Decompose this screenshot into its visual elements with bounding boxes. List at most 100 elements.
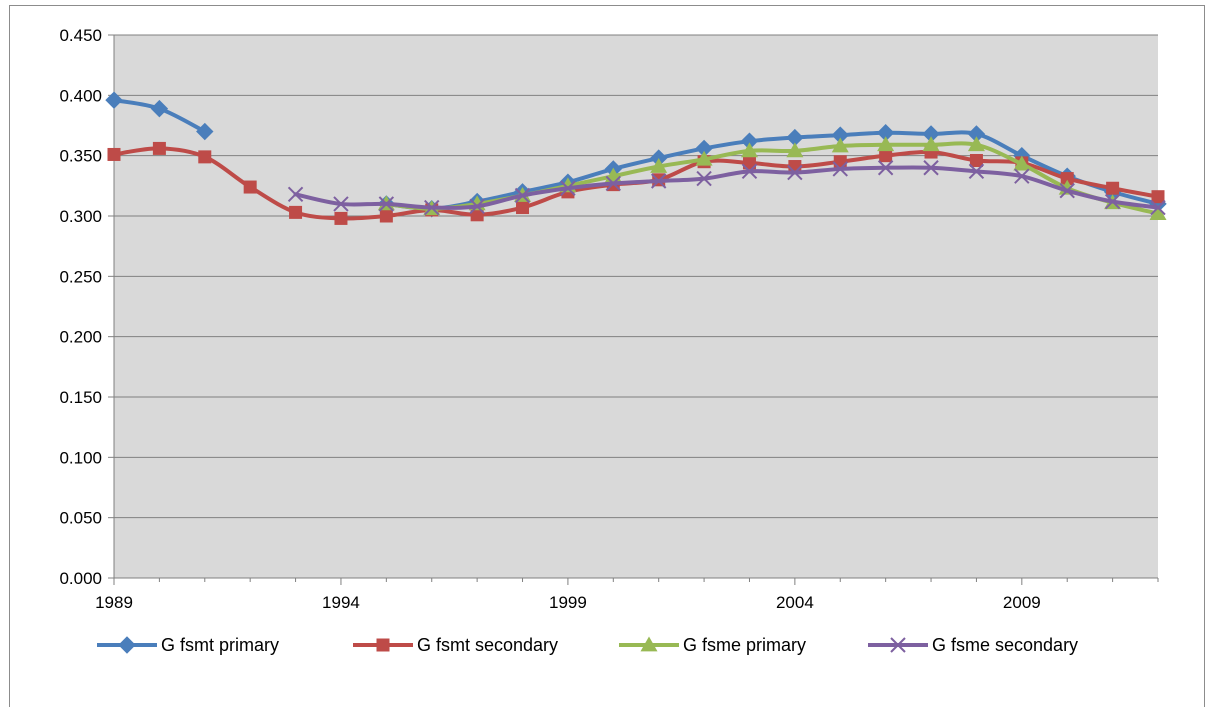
x-tick-label: 2009 [1003, 593, 1041, 612]
data-point [196, 122, 214, 141]
data-point [1149, 205, 1167, 220]
data-point [516, 201, 530, 215]
data-point [469, 198, 485, 215]
legend-marker [118, 636, 136, 654]
data-point [650, 158, 668, 173]
marker-stroke [1150, 199, 1166, 216]
y-tick-label: 0.050 [59, 509, 102, 528]
data-point [879, 149, 893, 163]
legend-marker [376, 638, 390, 652]
legend-marker [890, 637, 906, 653]
marker-stroke [514, 187, 531, 204]
marker-stroke [741, 163, 758, 180]
line-chart: 0.000 0.050 0.100 0.150 0.200 0.250 0.300 0.350… [59, 26, 1167, 655]
marker-stroke [469, 198, 485, 215]
legend-marker [640, 636, 658, 652]
data-point [514, 187, 531, 204]
legend-label: G fsme secondary [932, 635, 1078, 655]
data-point [1150, 199, 1166, 216]
data-point [787, 164, 803, 181]
legend-item-g-fsme-secondary: G fsme secondary [868, 635, 1078, 655]
data-point [786, 142, 804, 158]
marker-stroke [1059, 182, 1075, 199]
data-point [560, 180, 576, 196]
legend-label: G fsme primary [683, 635, 806, 655]
series-g-fsme-secondary [287, 160, 1166, 216]
legend-item-g-fsmt-primary: G fsmt primary [97, 635, 279, 655]
data-point [740, 142, 758, 158]
data-point [1104, 193, 1121, 210]
data-point [287, 186, 304, 202]
data-point [831, 137, 849, 153]
data-point [378, 196, 395, 212]
x-tick-label: 2004 [776, 593, 814, 612]
marker-stroke [832, 161, 848, 177]
marker-stroke [287, 186, 304, 202]
legend-item-g-fsme-primary: G fsme primary [619, 635, 806, 655]
data-point [107, 147, 121, 161]
marker-stroke [968, 163, 985, 180]
data-point [379, 209, 393, 223]
data-point [198, 150, 212, 164]
legend-label: G fsmt secondary [417, 635, 558, 655]
data-point [470, 208, 484, 222]
data-point [1013, 155, 1031, 171]
data-point [967, 136, 985, 152]
data-point [1060, 172, 1074, 186]
y-tick-label: 0.250 [59, 267, 102, 286]
x-tick-label: 1999 [549, 593, 587, 612]
data-point [833, 155, 847, 169]
data-point [742, 156, 756, 170]
data-point [1106, 181, 1120, 195]
series-line [293, 165, 1160, 210]
marker-stroke [650, 173, 667, 189]
data-point [832, 161, 848, 177]
data-point [968, 163, 985, 180]
marker-stroke [605, 175, 622, 192]
x-tick-label: 1989 [95, 593, 133, 612]
data-point [289, 205, 303, 219]
y-tick-label: 0.400 [59, 86, 102, 105]
y-tick-label: 0.450 [59, 26, 102, 45]
y-tick-label: 0.150 [59, 388, 102, 407]
marker-stroke [787, 164, 803, 181]
data-point [333, 196, 349, 212]
y-tick-label: 0.300 [59, 207, 102, 226]
data-point [695, 150, 713, 166]
marker-stroke [890, 637, 906, 653]
data-point [150, 99, 169, 118]
marker-stroke [1104, 193, 1121, 210]
marker-stroke [1014, 168, 1030, 184]
data-point [152, 141, 166, 155]
data-point [741, 163, 758, 180]
data-point [105, 91, 123, 109]
data-point [243, 180, 257, 194]
legend-item-g-fsmt-secondary: G fsmt secondary [353, 635, 558, 655]
plot-area [114, 35, 1158, 578]
data-point [650, 173, 667, 189]
marker-stroke [696, 170, 712, 187]
data-point [1151, 190, 1165, 204]
y-tick-label: 0.350 [59, 147, 102, 166]
data-point [334, 211, 348, 225]
marker-stroke [877, 160, 894, 176]
data-point [877, 136, 895, 152]
data-point [923, 160, 939, 176]
marker-stroke [923, 160, 939, 176]
data-point [1014, 168, 1030, 184]
y-tick-label: 0.000 [59, 569, 102, 588]
data-point [1059, 182, 1075, 199]
data-point [922, 136, 940, 152]
marker-stroke [560, 180, 576, 196]
marker-stroke [378, 196, 395, 212]
data-point [877, 160, 894, 176]
data-point [969, 153, 983, 167]
data-point [424, 199, 440, 216]
legend-label: G fsmt primary [161, 635, 279, 655]
data-point [605, 175, 622, 192]
marker-stroke [333, 196, 349, 212]
y-tick-label: 0.200 [59, 328, 102, 347]
chart-frame: 0.000 0.050 0.100 0.150 0.200 0.250 0.300 0.350… [9, 5, 1205, 707]
x-tick-label: 1994 [322, 593, 360, 612]
y-tick-label: 0.100 [59, 448, 102, 467]
